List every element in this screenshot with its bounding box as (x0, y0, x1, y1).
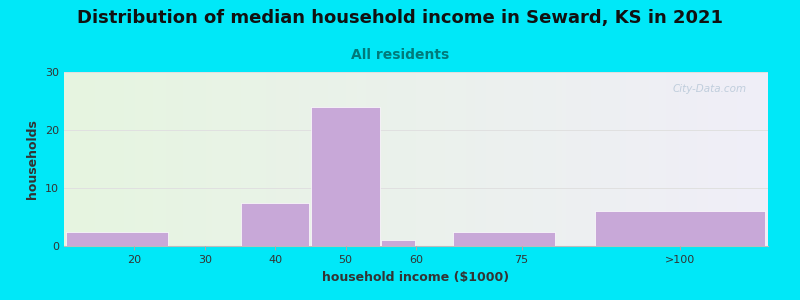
Bar (311, 107, 380, 246)
X-axis label: household income ($1000): household income ($1000) (322, 271, 510, 284)
Bar (594, 211, 766, 246)
Text: All residents: All residents (351, 48, 449, 62)
Bar (241, 202, 310, 246)
Y-axis label: households: households (26, 119, 39, 199)
Text: City-Data.com: City-Data.com (673, 84, 747, 94)
Bar (382, 240, 415, 246)
Text: Distribution of median household income in Seward, KS in 2021: Distribution of median household income … (77, 9, 723, 27)
Bar (453, 232, 555, 246)
Bar (66, 232, 168, 246)
